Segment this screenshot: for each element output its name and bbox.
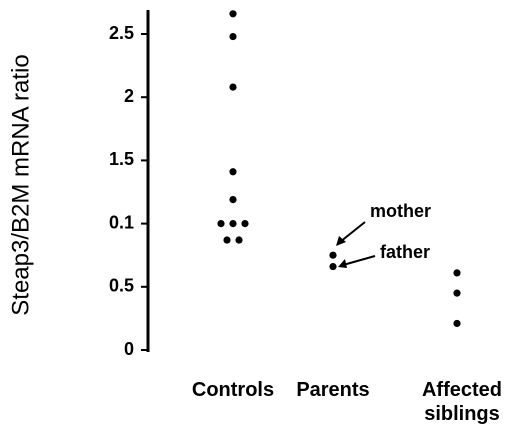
- dot: [241, 220, 249, 228]
- y-tick-label: 2: [124, 86, 134, 106]
- dot: [229, 168, 237, 176]
- dot: [329, 262, 337, 271]
- y-tick-label: 0: [124, 339, 134, 359]
- dot: [229, 10, 237, 18]
- arrow: [339, 221, 366, 243]
- y-tick-label: 2.5: [109, 23, 134, 43]
- dot: [229, 220, 237, 228]
- dot: [453, 269, 461, 277]
- dot: [453, 319, 461, 328]
- y-tick-label: 0.1: [109, 212, 134, 232]
- dot: [229, 32, 237, 41]
- annotation: father: [380, 242, 430, 262]
- x-tick-label: Parents: [296, 379, 370, 401]
- annotation: mother: [370, 201, 431, 221]
- dot: [329, 251, 337, 259]
- arrow-head: [338, 259, 347, 268]
- dot: [235, 236, 243, 244]
- dot: [229, 83, 237, 91]
- y-axis-label: Steap3/B2M mRNA ratio: [7, 54, 34, 315]
- dot: [223, 236, 231, 244]
- y-tick-label: 1.5: [109, 149, 134, 169]
- arrow-head: [336, 236, 346, 246]
- arrow: [342, 255, 376, 266]
- dot: [229, 195, 237, 204]
- x-tick-label: Affected siblings: [421, 379, 502, 425]
- dot: [217, 220, 225, 228]
- dot: [453, 289, 461, 297]
- y-tick-label: 0.5: [109, 276, 134, 296]
- x-tick-label: Controls: [191, 379, 275, 401]
